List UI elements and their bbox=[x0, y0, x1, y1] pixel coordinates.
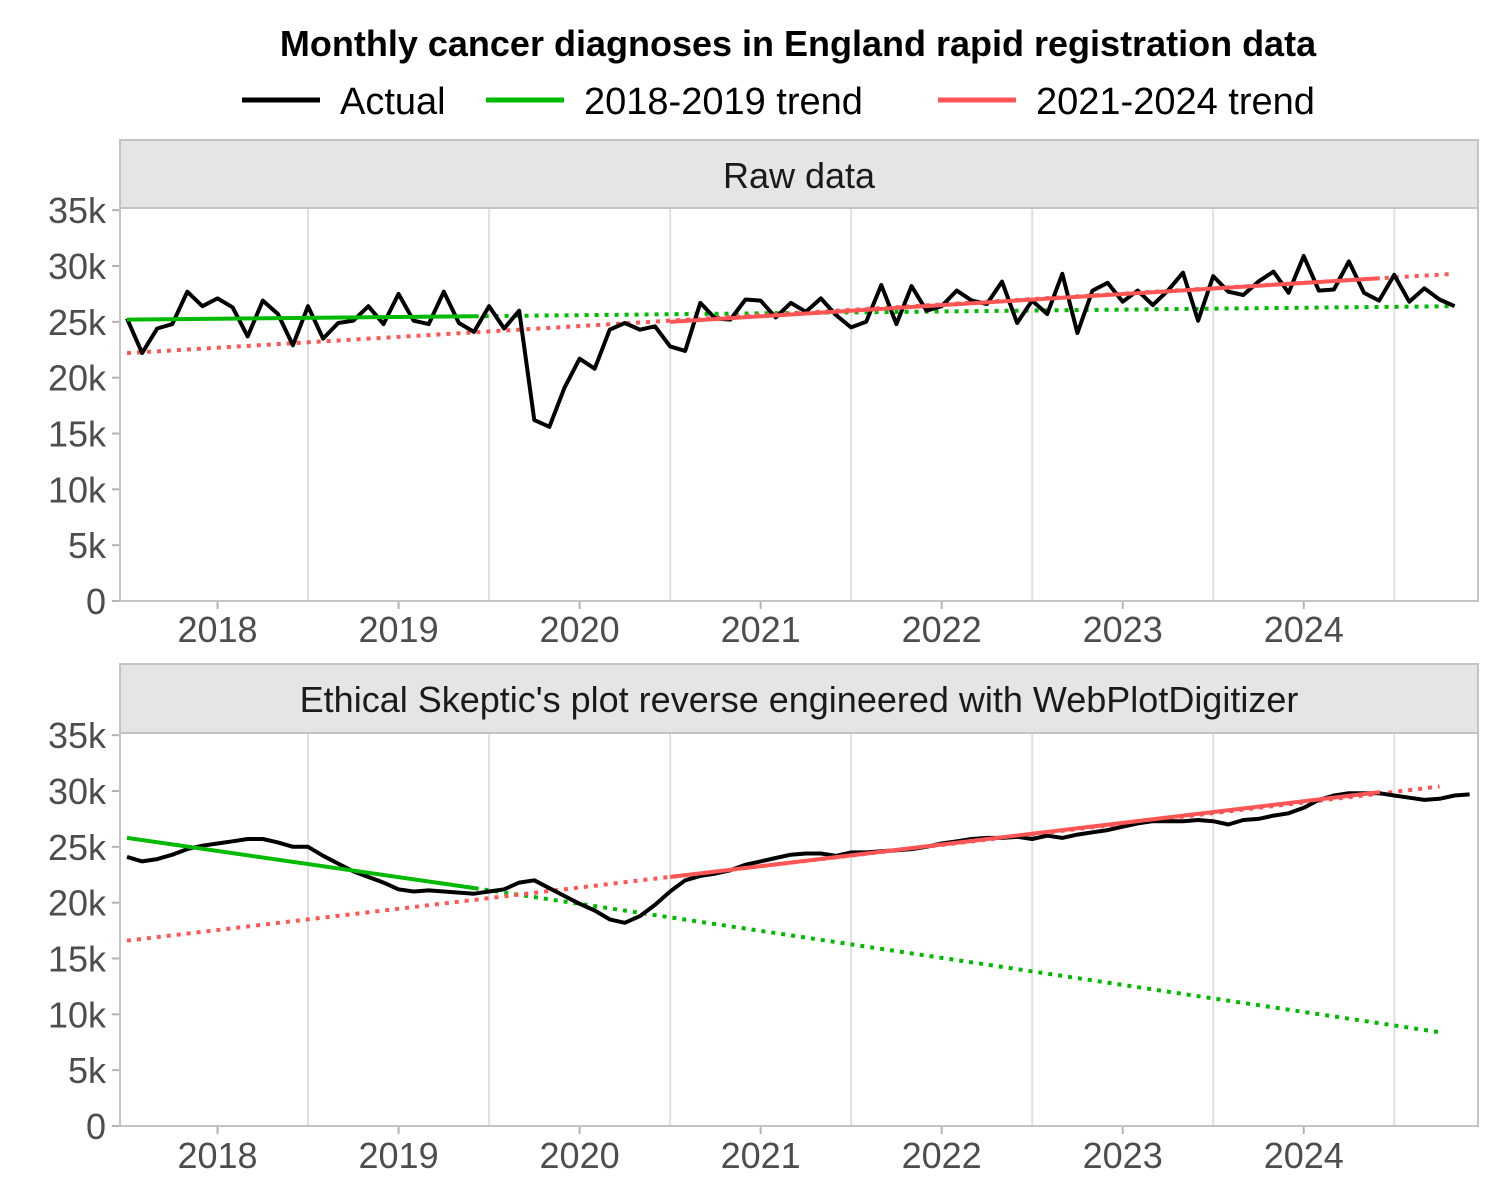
panel-strip bbox=[119, 139, 1479, 209]
x-tick-label: 2023 bbox=[1083, 1135, 1163, 1176]
x-tick-label: 2022 bbox=[902, 1135, 982, 1176]
panel-strip-label: Ethical Skeptic's plot reverse engineere… bbox=[300, 679, 1299, 720]
panel-ethical-skeptic: Ethical Skeptic's plot reverse engineere… bbox=[48, 663, 1479, 1176]
y-tick-label: 25k bbox=[48, 827, 107, 868]
y-tick-label: 10k bbox=[48, 994, 107, 1035]
trend-extension-2018-2019-trend bbox=[474, 886, 1440, 1035]
y-tick-label: 30k bbox=[48, 771, 107, 812]
panel-strip bbox=[119, 663, 1479, 734]
y-tick-label: 35k bbox=[48, 715, 107, 756]
panel-border bbox=[119, 732, 1479, 1127]
chart-title: Monthly cancer diagnoses in England rapi… bbox=[280, 23, 1317, 64]
x-tick-label: 2022 bbox=[902, 609, 982, 650]
x-tick-label: 2021 bbox=[721, 609, 801, 650]
y-tick-label: 5k bbox=[68, 525, 107, 566]
trend-line-2018-2019-trend bbox=[126, 835, 475, 891]
y-tick-label: 0 bbox=[86, 581, 106, 622]
trend-line-2021-2024-trend bbox=[669, 276, 1380, 324]
trend-extension-2018-2019-trend bbox=[474, 304, 1455, 319]
x-tick-label: 2019 bbox=[359, 1135, 439, 1176]
y-tick-label: 20k bbox=[48, 358, 107, 399]
y-tick-label: 5k bbox=[68, 1050, 107, 1091]
x-tick-label: 2020 bbox=[540, 609, 620, 650]
legend-label-actual: Actual bbox=[340, 81, 446, 123]
y-tick-label: 20k bbox=[48, 883, 107, 924]
panel-raw-data: Raw data 2018 2019 2020 2021 2022 2023 2024 0 5k 1… bbox=[48, 139, 1479, 650]
panel-strip-label: Raw data bbox=[723, 155, 876, 196]
y-tick-label: 30k bbox=[48, 246, 107, 287]
y-tick-label: 0 bbox=[86, 1106, 106, 1147]
legend: Actual 2018-2019 trend 2021-2024 trend bbox=[242, 81, 1315, 123]
x-tick-label: 2018 bbox=[177, 609, 257, 650]
plot-background bbox=[120, 733, 1478, 1126]
x-tick-label: 2024 bbox=[1264, 1135, 1344, 1176]
y-tick-label: 35k bbox=[48, 190, 107, 231]
x-tick-label: 2021 bbox=[721, 1135, 801, 1176]
panel-border bbox=[119, 207, 1479, 602]
y-tick-label: 15k bbox=[48, 414, 107, 455]
x-tick-label: 2023 bbox=[1083, 609, 1163, 650]
y-tick-label: 15k bbox=[48, 939, 107, 980]
y-tick-label: 25k bbox=[48, 302, 107, 343]
series-line-actual bbox=[125, 254, 1456, 429]
x-tick-label: 2019 bbox=[359, 609, 439, 650]
x-tick-label: 2020 bbox=[540, 1135, 620, 1176]
trend-line-2018-2019-trend bbox=[126, 314, 475, 322]
trend-line-2021-2024-trend bbox=[669, 790, 1381, 879]
plot-background bbox=[120, 208, 1478, 601]
legend-label-2018-2019-trend: 2018-2019 trend bbox=[584, 81, 863, 123]
y-tick-label: 10k bbox=[48, 469, 107, 510]
x-tick-label: 2024 bbox=[1264, 609, 1344, 650]
x-tick-label: 2018 bbox=[177, 1135, 257, 1176]
trend-extension-2021-2024-trend bbox=[126, 271, 1455, 356]
legend-label-2021-2024-trend: 2021-2024 trend bbox=[1036, 81, 1315, 123]
